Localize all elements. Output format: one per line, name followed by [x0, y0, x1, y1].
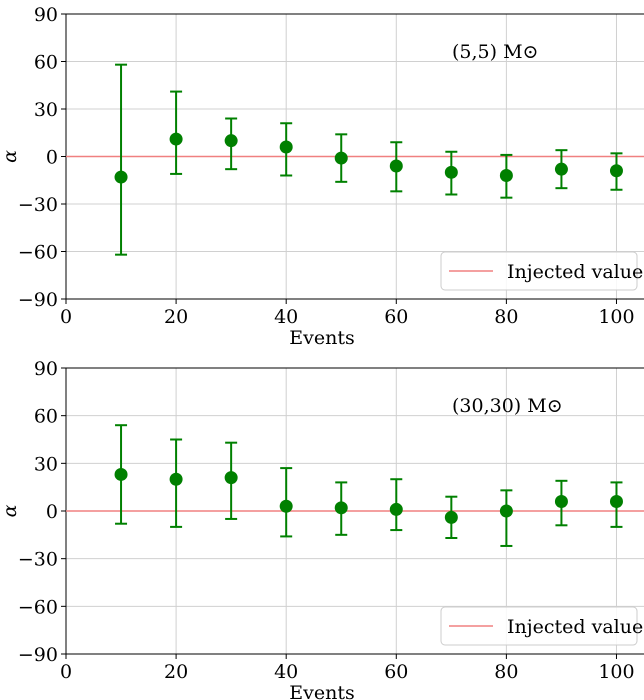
legend-box	[440, 251, 638, 291]
chart-panel-2: −90 −60 −30 0 30 60 90 0 20 40 60 80 100 Events α (30,3…	[0, 358, 644, 700]
y-tick-label: 60	[34, 406, 58, 428]
legend: Injected value	[440, 251, 643, 291]
data-point	[224, 471, 238, 485]
y-tick-label: 30	[34, 99, 58, 121]
x-tick-label: 0	[60, 661, 72, 683]
data-point	[169, 132, 183, 146]
x-tick-label: 80	[494, 306, 518, 328]
y-tick-label: 0	[46, 147, 58, 169]
mass-annotation: (5,5) M⊙	[452, 41, 538, 63]
x-tick-label: 40	[274, 306, 298, 328]
y-axis-label: α	[0, 150, 21, 163]
y-tick-label: 0	[46, 501, 58, 523]
y-axis-label: α	[0, 504, 21, 517]
data-point	[334, 501, 348, 515]
data-point	[554, 494, 568, 508]
x-axis-label: Events	[289, 327, 354, 349]
data-point	[114, 170, 128, 184]
legend-label: Injected value	[507, 616, 643, 638]
data-point	[444, 165, 458, 179]
data-point	[279, 140, 293, 154]
data-point	[279, 499, 293, 513]
y-tick-label: −60	[18, 242, 58, 264]
data-point	[334, 151, 348, 165]
x-tick-label: 80	[494, 661, 518, 683]
y-tick-label: 90	[34, 4, 58, 26]
data-point	[389, 159, 403, 173]
data-point	[609, 164, 623, 178]
data-point	[114, 467, 128, 481]
y-tick-label: −90	[18, 644, 58, 666]
y-tick-label: −30	[18, 194, 58, 216]
data-point	[499, 504, 513, 518]
x-tick-label: 20	[164, 661, 188, 683]
mass-annotation: (30,30) M⊙	[452, 395, 563, 417]
data-point	[444, 510, 458, 524]
legend-label: Injected value	[507, 261, 643, 283]
y-tick-label: 30	[34, 453, 58, 475]
x-tick-label: 100	[598, 661, 634, 683]
x-axis-label: Events	[289, 682, 354, 700]
data-point	[169, 472, 183, 486]
y-tick-label: −90	[18, 289, 58, 311]
data-point	[554, 162, 568, 176]
x-tick-label: 100	[598, 306, 634, 328]
data-point	[609, 494, 623, 508]
y-tick-label: −30	[18, 549, 58, 571]
legend-box	[440, 606, 638, 646]
data-point	[499, 169, 513, 182]
x-tick-label: 40	[274, 661, 298, 683]
x-tick-label: 20	[164, 306, 188, 328]
chart-panel-1: −90 −60 −30 0 30 60 90 0 20 40 60 80 100 Events α (5,5)…	[0, 4, 644, 349]
data-point	[224, 134, 238, 148]
y-tick-label: 60	[34, 52, 58, 74]
y-tick-label: −60	[18, 596, 58, 618]
y-tick-label: 90	[34, 358, 58, 380]
legend: Injected value	[440, 606, 643, 646]
data-point	[389, 502, 403, 516]
x-tick-label: 0	[60, 306, 72, 328]
x-tick-label: 60	[384, 661, 408, 683]
x-tick-label: 60	[384, 306, 408, 328]
